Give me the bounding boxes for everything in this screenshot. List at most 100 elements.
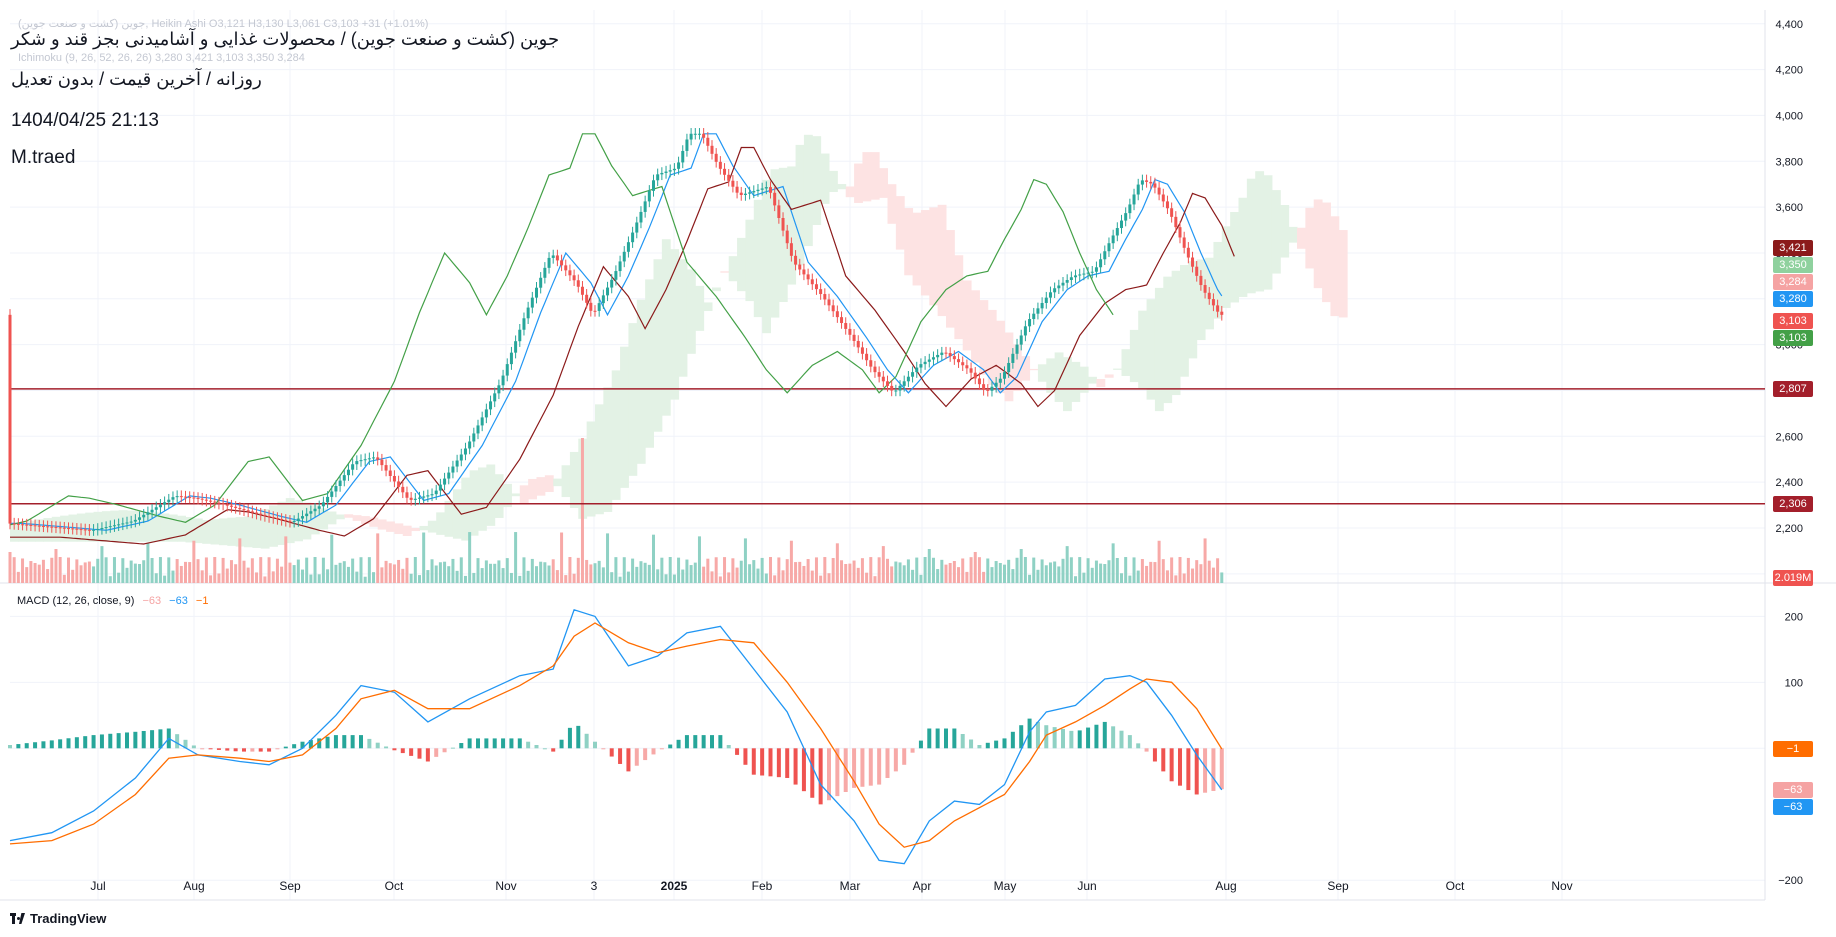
macd-hist-bar: [125, 732, 129, 749]
volume-bar: [92, 566, 96, 583]
volume-bar: [1149, 561, 1153, 583]
candle-body: [179, 496, 183, 498]
macd-hist-bar: [994, 740, 999, 749]
volume-bar: [493, 563, 497, 583]
cloud-segment: [1246, 178, 1256, 294]
macd-hist-bar: [442, 748, 447, 753]
candle-body: [1140, 180, 1144, 185]
volume-bar: [514, 532, 518, 583]
candle-body: [92, 529, 96, 531]
candle-body: [1036, 308, 1040, 314]
macd-hist-bar: [367, 738, 372, 749]
macd-hist-bar: [559, 739, 564, 749]
candle-body: [514, 341, 518, 353]
cloud-segment: [1104, 374, 1114, 378]
volume-bar: [689, 565, 693, 583]
macd-hist-bar: [1077, 730, 1082, 749]
volume-bar: [1199, 564, 1203, 583]
candle-body: [29, 524, 33, 526]
cloud-segment: [377, 519, 387, 530]
candle-body: [501, 375, 505, 386]
cloud-segment: [795, 144, 805, 266]
volume-bar: [125, 567, 129, 583]
cloud-segment: [486, 464, 496, 526]
candle-body: [342, 475, 346, 481]
price-tag: 3,421: [1773, 240, 1813, 257]
cloud-segment: [218, 518, 228, 546]
volume-bar: [1040, 559, 1044, 583]
macd-hist-bar: [684, 735, 689, 749]
volume-bar: [87, 561, 91, 583]
cloud-segment: [1280, 205, 1290, 258]
macd-hist-bar: [41, 741, 46, 749]
volume-bar: [1178, 557, 1182, 583]
macd-hist-bar: [659, 748, 664, 750]
volume-bar: [668, 557, 672, 583]
cloud-segment: [310, 505, 320, 535]
candle-body: [229, 505, 233, 507]
volume-bar: [1207, 560, 1211, 583]
volume-bar: [693, 562, 697, 583]
candle-body: [860, 347, 864, 354]
candle-body: [706, 137, 710, 146]
volume-bar: [773, 575, 777, 583]
volume-bar: [794, 562, 798, 583]
tradingview-brand[interactable]: TradingView: [10, 911, 106, 926]
candle-body: [1216, 305, 1220, 312]
cloud-segment: [611, 370, 621, 500]
candle-body: [1195, 266, 1199, 276]
candle-body: [21, 524, 25, 526]
candle-body: [1161, 194, 1165, 202]
candle-body: [697, 133, 701, 135]
volume-bar: [652, 534, 655, 583]
cloud-segment: [411, 527, 420, 532]
volume-bar: [275, 558, 279, 583]
volume-bar: [12, 557, 16, 583]
macd-legend[interactable]: MACD (12, 26, close, 9) −63 −63 −1: [17, 595, 213, 607]
volume-bar: [305, 557, 309, 583]
macd-hist-bar: [534, 745, 539, 749]
price-tick-label: 2,400: [1775, 477, 1803, 489]
candle-body: [397, 481, 401, 487]
volume-bar: [743, 538, 747, 583]
cloud-segment: [1012, 344, 1022, 391]
macd-hist-bar: [676, 739, 681, 749]
cloud-segment: [335, 514, 345, 520]
candle-body: [117, 524, 121, 526]
macd-hist-bar: [793, 748, 798, 785]
volume-bar: [363, 576, 367, 583]
volume-bar: [292, 565, 296, 583]
volume-bar: [284, 536, 288, 583]
volume-bar: [677, 557, 681, 583]
volume-bar: [835, 543, 839, 583]
cloud-segment: [895, 196, 905, 250]
macd-hist-bar: [668, 744, 673, 749]
price-tag: 3,103: [1773, 330, 1813, 347]
cloud-segment: [1037, 364, 1047, 382]
volume-bar: [543, 562, 547, 583]
candle-body: [869, 360, 873, 367]
candle-body: [112, 525, 116, 527]
macd-hist-bar: [1194, 748, 1199, 795]
cloud-segment: [511, 493, 521, 497]
candle-body: [154, 507, 158, 510]
symbol-title: جوین (کشت و صنعت جوین) / محصولات غذایی و…: [11, 29, 560, 49]
cloud-segment: [1221, 226, 1231, 308]
volume-bar: [1074, 576, 1078, 583]
candle-body: [175, 496, 179, 498]
volume-bar: [957, 567, 961, 583]
volume-bar: [342, 561, 346, 583]
candle-body: [777, 205, 781, 218]
candle-body: [535, 287, 538, 298]
cloud-segment: [787, 166, 797, 285]
volume-bar: [848, 563, 852, 583]
candle-body: [217, 502, 221, 504]
candle-body: [664, 171, 668, 173]
cloud-segment: [979, 300, 989, 375]
candle-body: [209, 500, 213, 502]
macd-hist-bar: [634, 748, 639, 766]
volume-bar: [986, 558, 990, 583]
cloud-segment: [10, 523, 19, 542]
cloud-segment: [352, 515, 362, 521]
